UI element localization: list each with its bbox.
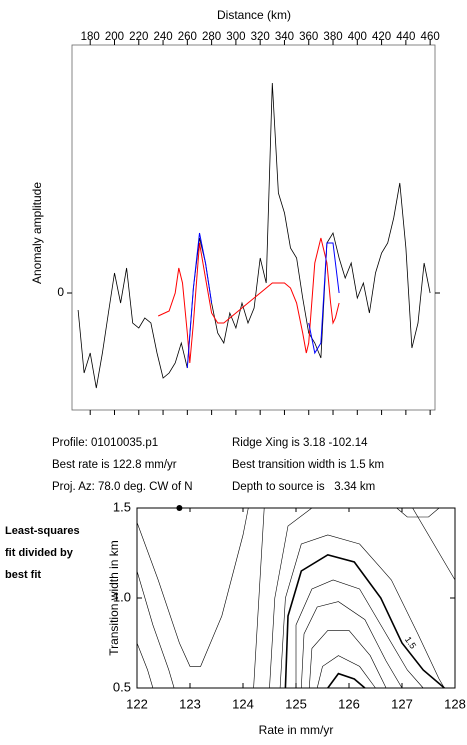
side-note: best fit [5,569,41,581]
x-tick-label: 340 [275,31,294,43]
contour-line [136,507,249,667]
series-line [77,82,431,389]
y-axis-title: Transition width in km [107,540,121,656]
info-text: Best transition width is 1.5 km [232,459,384,471]
contour-line [316,655,376,689]
x-tick-label: 300 [226,31,245,43]
x-tick-label: 400 [348,31,367,43]
plot-frame [71,44,436,411]
x-tick-label: 123 [179,696,201,711]
x-tick-label: 360 [299,31,318,43]
x-axis-title: Rate in mm/yr [259,723,334,737]
y-tick-label: 1.5 [113,499,131,514]
contour-line [253,507,265,689]
info-text: Depth to source is 3.34 km [232,481,375,493]
info-text: Proj. Az: 78.0 deg. CW of N [52,481,193,493]
x-tick-label: 220 [129,31,148,43]
contour-line [136,642,154,689]
x-tick-label: 125 [285,696,307,711]
info-text: Best rate is 122.8 mm/yr [52,459,177,471]
y-axis-title: Anomaly amplitude [30,182,44,284]
x-tick-label: 420 [372,31,391,43]
x-tick-label: 460 [421,31,440,43]
info-text: Profile: 01010035.p1 [52,437,158,449]
info-text: Ridge Xing is 3.18 -102.14 [232,437,368,449]
contour-line [327,672,366,689]
x-tick-label: 380 [323,31,342,43]
contour-line [279,534,445,689]
side-note: Least-squares [5,525,80,537]
contour-line [136,570,175,689]
x-tick-label: 127 [391,696,413,711]
x-tick-label: 260 [178,31,197,43]
side-note: fit divided by [5,547,74,559]
y-tick-label: 1.0 [113,589,131,604]
series-line [186,232,340,369]
x-tick-label: 128 [444,696,466,711]
contour-line [301,601,403,689]
x-tick-label: 200 [105,31,124,43]
best-fit-point [176,505,183,511]
y-tick-label: 0 [57,285,64,299]
x-tick-label: 240 [153,31,172,43]
contour-line [309,630,387,689]
x-tick-label: 180 [81,31,100,43]
contour-line [396,507,440,518]
y-tick-label: 0.5 [113,679,131,694]
x-tick-label: 122 [126,696,148,711]
x-axis-title: Distance (km) [217,8,291,22]
series-line [157,237,340,364]
x-tick-label: 440 [396,31,415,43]
x-tick-label: 320 [251,31,270,43]
x-tick-label: 280 [202,31,221,43]
contour-line [295,579,424,689]
x-tick-label: 124 [232,696,254,711]
contour-line [284,553,445,689]
x-tick-label: 126 [338,696,360,711]
